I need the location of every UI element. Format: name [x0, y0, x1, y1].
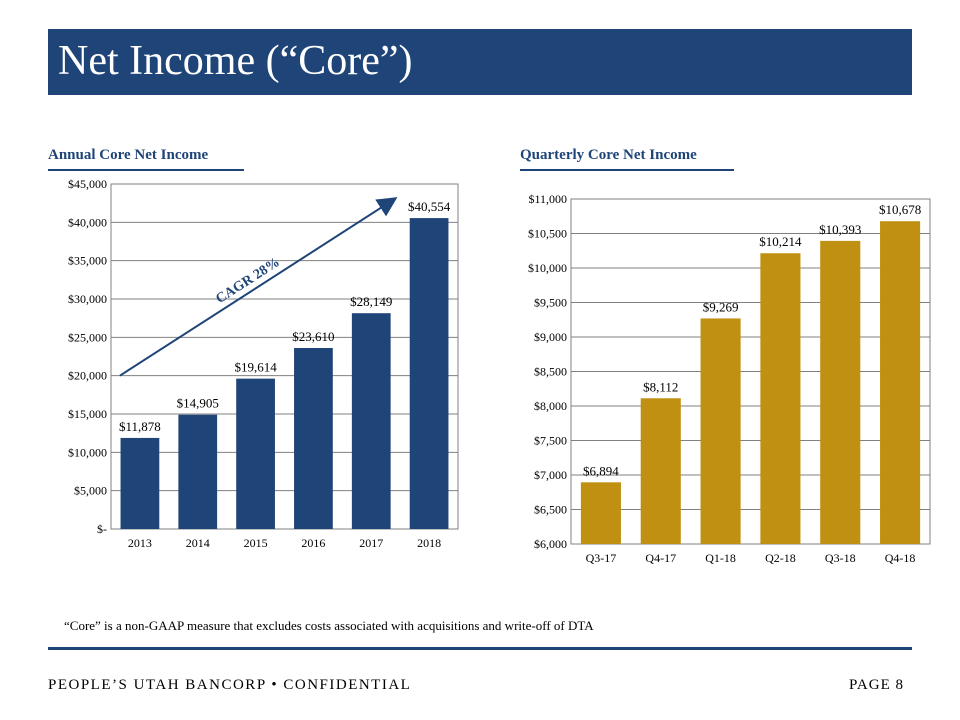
quarterly-chart-title: Quarterly Core Net Income	[520, 147, 697, 163]
annual-chart-title-underline	[48, 169, 244, 171]
title-bar: Net Income (“Core”)	[48, 29, 912, 95]
quarterly-data-label: $6,894	[583, 463, 619, 478]
page-title: Net Income (“Core”)	[58, 38, 413, 84]
annual-x-tick-label: 2016	[301, 536, 325, 550]
annual-bar	[351, 313, 391, 529]
annual-x-tick-label: 2014	[186, 536, 210, 550]
annual-y-tick-label: $-	[97, 522, 107, 536]
annual-data-label: $28,149	[350, 294, 392, 309]
quarterly-y-tick-label: $9,000	[534, 330, 567, 344]
quarterly-y-tick-label: $8,000	[534, 399, 567, 413]
annual-data-label: $14,905	[177, 396, 219, 411]
annual-plot-area	[110, 183, 459, 530]
quarterly-y-tick-label: $9,500	[534, 296, 567, 310]
quarterly-bar	[820, 240, 861, 544]
quarterly-chart-title-underline	[520, 169, 734, 171]
quarterly-x-tick-label: Q4-18	[885, 551, 916, 565]
annual-y-tick-label: $10,000	[68, 445, 107, 459]
quarterly-plot-area	[570, 198, 931, 545]
quarterly-bar	[640, 398, 681, 544]
quarterly-data-label: $9,269	[703, 299, 739, 314]
annual-y-tick-label: $45,000	[68, 177, 107, 191]
annual-data-label: $40,554	[408, 199, 451, 214]
annual-chart-title: Annual Core Net Income	[48, 147, 209, 163]
annual-data-label: $19,614	[234, 360, 277, 375]
annual-y-tick-label: $20,000	[68, 369, 107, 383]
annual-bar	[409, 218, 449, 529]
quarterly-x-tick-label: Q3-18	[825, 551, 856, 565]
quarterly-bar	[760, 253, 801, 544]
quarterly-x-tick-label: Q2-18	[765, 551, 796, 565]
quarterly-x-tick-label: Q4-17	[645, 551, 676, 565]
page-number: PAGE 8	[848, 677, 904, 693]
annual-data-label: $23,610	[292, 329, 334, 344]
footnote: “Core” is a non-GAAP measure that exclud…	[64, 618, 594, 633]
annual-data-label: $11,878	[119, 419, 161, 434]
annual-x-tick-label: 2018	[417, 536, 441, 550]
annual-y-tick-label: $40,000	[68, 215, 107, 229]
cagr-arrow	[119, 197, 398, 377]
annual-y-tick-label: $35,000	[68, 254, 107, 268]
quarterly-data-label: $10,678	[879, 202, 921, 217]
quarterly-bar	[880, 221, 921, 544]
annual-bar	[294, 347, 333, 529]
quarterly-bar	[580, 482, 621, 544]
annual-bar	[120, 437, 160, 529]
quarterly-bar	[700, 318, 741, 544]
footer-divider	[48, 647, 912, 650]
quarterly-y-tick-label: $10,000	[528, 261, 567, 275]
quarterly-y-tick-label: $6,500	[534, 503, 567, 517]
annual-y-tick-label: $25,000	[68, 330, 107, 344]
annual-y-tick-label: $30,000	[68, 292, 107, 306]
quarterly-data-label: $10,393	[819, 222, 861, 237]
quarterly-y-tick-label: $7,000	[534, 468, 567, 482]
quarterly-data-label: $8,112	[643, 379, 678, 394]
annual-x-tick-label: 2017	[359, 536, 383, 550]
quarterly-data-label: $10,214	[759, 234, 802, 249]
annual-bar	[178, 414, 218, 529]
annual-x-tick-label: 2015	[244, 536, 268, 550]
annual-bar	[236, 378, 275, 529]
annual-y-tick-label: $15,000	[68, 407, 107, 421]
quarterly-y-tick-label: $6,000	[534, 537, 567, 551]
quarterly-x-tick-label: Q1-18	[705, 551, 736, 565]
quarterly-y-tick-label: $10,500	[528, 227, 567, 241]
quarterly-y-tick-label: $11,000	[528, 192, 567, 206]
annual-y-tick-label: $5,000	[74, 484, 107, 498]
quarterly-y-tick-label: $7,500	[534, 434, 567, 448]
footer-company-name: PEOPLE’S UTAH BANCORP • CONFIDENTIAL	[48, 677, 412, 693]
quarterly-y-tick-label: $8,500	[534, 365, 567, 379]
annual-x-tick-label: 2013	[128, 536, 152, 550]
quarterly-x-tick-label: Q3-17	[586, 551, 617, 565]
